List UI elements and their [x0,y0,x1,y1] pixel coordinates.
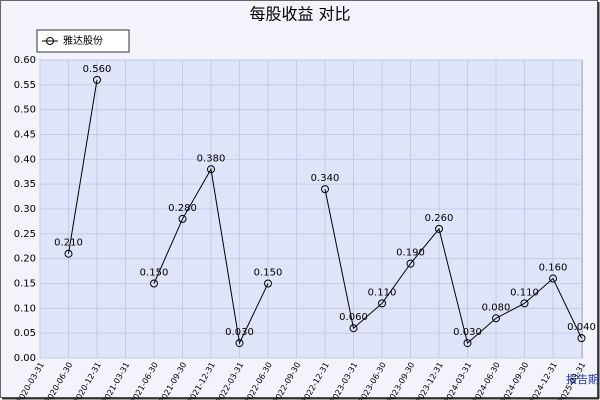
y-tick-label: 0.05 [14,328,36,339]
data-point [549,274,557,283]
data-label: 0.030 [453,327,482,338]
data-label: 0.030 [225,327,254,338]
data-label: 0.210 [54,238,83,249]
y-tick-label: 0.15 [14,279,36,290]
x-axis-label: 报告期 [566,372,599,386]
data-point [378,299,386,308]
data-point [435,224,443,233]
data-label: 0.040 [567,322,596,333]
data-point [207,165,215,174]
data-label: 0.060 [339,312,368,323]
data-point [64,249,73,258]
y-tick-label: 0.10 [14,303,36,314]
data-label: 0.260 [425,213,454,224]
data-label: 0.340 [311,173,340,184]
y-tick-label: 0.55 [14,80,36,91]
legend [36,29,130,53]
data-point [321,185,329,194]
data-point [93,75,101,84]
legend-label: 雅达股份 [63,34,103,47]
data-label: 0.150 [254,268,283,279]
data-point [235,339,244,348]
chart-title: 每股收益 对比 [249,5,350,24]
data-label: 0.110 [368,287,397,298]
data-label: 0.080 [482,302,511,313]
data-label: 0.280 [168,203,197,214]
y-tick-label: 0.20 [14,254,36,265]
data-point [520,299,529,308]
data-label: 0.110 [510,287,539,298]
y-tick-label: 0.40 [14,154,36,165]
data-label: 0.190 [396,248,425,259]
data-point [178,214,187,223]
data-label: 0.150 [140,268,169,279]
y-tick-label: 0.50 [14,105,36,116]
y-tick-label: 0.25 [14,229,36,240]
data-point [150,279,158,288]
y-tick-label: 0.45 [14,130,36,141]
y-tick-label: 0.35 [14,179,36,190]
data-label: 0.560 [83,64,112,75]
data-point [492,314,500,323]
y-tick-label: 0.30 [14,204,36,215]
y-tick-label: 0.60 [14,55,36,66]
data-point [577,334,586,343]
data-point [264,279,272,288]
series-line [68,79,98,254]
data-label: 0.380 [197,153,226,164]
legend-marker [46,37,54,45]
data-point [349,324,358,333]
data-label: 0.160 [539,263,568,274]
series-line [324,189,582,345]
series-line [153,167,269,345]
y-tick-label: 0.00 [14,353,36,364]
data-point [463,339,472,348]
data-point [406,259,415,268]
